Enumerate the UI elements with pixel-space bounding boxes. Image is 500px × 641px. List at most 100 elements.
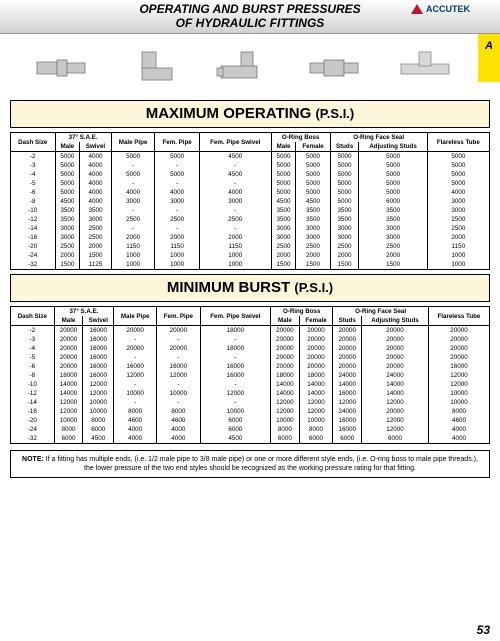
col-fem-pipe: Fem. Pipe bbox=[155, 133, 200, 152]
cell: - bbox=[111, 179, 155, 188]
cell: 3000 bbox=[296, 233, 330, 242]
cell: 2000 bbox=[111, 233, 155, 242]
table-row: -202500200011501150115025002500250025001… bbox=[11, 242, 490, 251]
cell: 2500 bbox=[427, 224, 489, 233]
cell: 2500 bbox=[80, 224, 112, 233]
cell: -16 bbox=[11, 233, 56, 242]
cell: -32 bbox=[11, 260, 56, 270]
cell: 16000 bbox=[83, 326, 114, 336]
cell: 5000 bbox=[296, 170, 330, 179]
note-text: If a fitting has multiple ends, (i.e. 1/… bbox=[46, 456, 478, 472]
cell: 20000 bbox=[54, 335, 83, 344]
table-row: -161200010000800080001000012000120002400… bbox=[11, 407, 490, 416]
cell: 2500 bbox=[199, 215, 271, 224]
cell: 10000 bbox=[428, 398, 489, 407]
cell: 3500 bbox=[296, 206, 330, 215]
cell: 12000 bbox=[362, 416, 429, 425]
cell: 20000 bbox=[299, 344, 333, 353]
cell: 4500 bbox=[199, 170, 271, 179]
cell: 4500 bbox=[55, 197, 80, 206]
table-row: -1430002500---30003000300030002500 bbox=[11, 224, 490, 233]
cell: 10000 bbox=[83, 407, 114, 416]
cell: 20000 bbox=[362, 344, 429, 353]
page-title: OPERATING AND BURST PRESSURES OF HYDRAUL… bbox=[139, 3, 360, 29]
cell: 4000 bbox=[80, 152, 112, 162]
table-row: -248000600040004000600080008000160001200… bbox=[11, 425, 490, 434]
cell: 5000 bbox=[271, 161, 296, 170]
cell: 4500 bbox=[200, 434, 270, 444]
cell: 6000 bbox=[54, 434, 83, 444]
cell: 16000 bbox=[157, 362, 201, 371]
cell: 1000 bbox=[111, 260, 155, 270]
cell: 1000 bbox=[155, 251, 200, 260]
psi-label-2: (P.S.I.) bbox=[294, 280, 333, 295]
cell: 3500 bbox=[359, 206, 427, 215]
cell: 20000 bbox=[157, 326, 201, 336]
section-tab-label: A bbox=[485, 40, 493, 52]
page: OPERATING AND BURST PRESSURES OF HYDRAUL… bbox=[0, 0, 500, 641]
cell: 5000 bbox=[330, 170, 359, 179]
col-dash: Dash Size bbox=[11, 307, 55, 326]
cell: -12 bbox=[11, 389, 55, 398]
cell: 12000 bbox=[157, 371, 201, 380]
cell: 3500 bbox=[80, 206, 112, 215]
cell: 3500 bbox=[359, 215, 427, 224]
cell: 1150 bbox=[427, 242, 489, 251]
burst-title-text: MINIMUM BURST bbox=[167, 279, 290, 296]
cell: 6000 bbox=[299, 434, 333, 444]
cell: 2000 bbox=[330, 251, 359, 260]
fitting-union-icon bbox=[304, 47, 364, 89]
page-number: 53 bbox=[477, 623, 490, 637]
cell: -24 bbox=[11, 425, 55, 434]
cell: 18000 bbox=[271, 371, 300, 380]
cell: - bbox=[200, 380, 270, 389]
cell: 5000 bbox=[55, 170, 80, 179]
cell: - bbox=[155, 179, 200, 188]
cell: 5000 bbox=[359, 152, 427, 162]
cell: 20000 bbox=[54, 344, 83, 353]
cell: 6000 bbox=[333, 434, 362, 444]
cell: 1150 bbox=[155, 242, 200, 251]
cell: 2500 bbox=[330, 242, 359, 251]
cell: 20000 bbox=[157, 344, 201, 353]
cell: -20 bbox=[11, 416, 55, 425]
cell: 16000 bbox=[428, 362, 489, 371]
brand-logo: ACCUTEK bbox=[411, 4, 470, 14]
cell: 14000 bbox=[362, 389, 429, 398]
cell: 8000 bbox=[54, 425, 83, 434]
col-flareless: Flareless Tube bbox=[428, 307, 489, 326]
cell: 2500 bbox=[271, 242, 296, 251]
cell: 14000 bbox=[271, 389, 300, 398]
col-oring-boss: O-Ring Boss bbox=[271, 307, 333, 317]
cell: 5000 bbox=[111, 152, 155, 162]
table-row: -121400012000100001000012000140001400016… bbox=[11, 389, 490, 398]
table-body-burst: -220000160002000020000180002000020000200… bbox=[11, 326, 490, 444]
cell: 8000 bbox=[428, 407, 489, 416]
cell: 12000 bbox=[428, 380, 489, 389]
col-male-pipe: Male Pipe bbox=[114, 307, 157, 326]
cell: 3000 bbox=[330, 233, 359, 242]
cell: 5000 bbox=[330, 179, 359, 188]
cell: - bbox=[157, 398, 201, 407]
cell: 3500 bbox=[296, 215, 330, 224]
cell: 5000 bbox=[427, 179, 489, 188]
cell: 1000 bbox=[155, 260, 200, 270]
cell: 2500 bbox=[359, 242, 427, 251]
cell: 6000 bbox=[271, 434, 300, 444]
title-line-2: OF HYDRAULIC FITTINGS bbox=[139, 17, 360, 30]
cell: 10000 bbox=[83, 398, 114, 407]
cell: 14000 bbox=[54, 389, 83, 398]
cell: 4000 bbox=[80, 170, 112, 179]
cell: 20000 bbox=[299, 326, 333, 336]
cell: 1500 bbox=[271, 260, 296, 270]
cell: 2000 bbox=[55, 251, 80, 260]
cell: 5000 bbox=[271, 188, 296, 197]
table-row: -220000160002000020000180002000020000200… bbox=[11, 326, 490, 336]
cell: 5000 bbox=[330, 161, 359, 170]
cell: 4000 bbox=[157, 425, 201, 434]
cell: 3000 bbox=[55, 224, 80, 233]
section-title-burst: MINIMUM BURST (P.S.I.) bbox=[10, 274, 490, 302]
cell: 1500 bbox=[80, 251, 112, 260]
cell: 20000 bbox=[333, 335, 362, 344]
cell: 2000 bbox=[80, 242, 112, 251]
